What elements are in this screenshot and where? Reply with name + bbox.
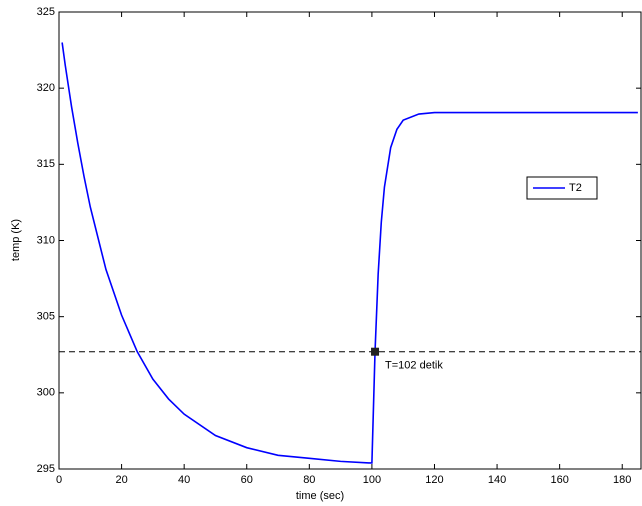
annotation: T=102 detik xyxy=(385,360,443,372)
y-tick-label: 310 xyxy=(37,234,55,246)
x-tick-label: 180 xyxy=(613,474,631,486)
legend-label: T2 xyxy=(569,182,582,194)
series-line xyxy=(61,42,638,464)
y-tick-label: 325 xyxy=(37,6,55,18)
x-tick-label: 140 xyxy=(488,474,506,486)
plot-area xyxy=(58,11,642,470)
y-tick-label: 295 xyxy=(37,463,55,475)
x-axis-label: time (sec) xyxy=(296,490,344,502)
y-tick-label: 320 xyxy=(37,82,55,94)
x-tick-label: 20 xyxy=(115,474,127,486)
x-tick-label: 60 xyxy=(241,474,253,486)
y-tick-label: 305 xyxy=(37,311,55,323)
y-tick-label: 315 xyxy=(37,158,55,170)
y-tick-label: 300 xyxy=(37,387,55,399)
x-tick-label: 40 xyxy=(178,474,190,486)
x-tick-label: 160 xyxy=(550,474,568,486)
x-tick-label: 80 xyxy=(303,474,315,486)
y-axis-label: temp (K) xyxy=(10,219,22,261)
x-tick-label: 0 xyxy=(56,474,62,486)
x-tick-label: 100 xyxy=(363,474,381,486)
marker xyxy=(371,347,380,356)
x-tick-label: 120 xyxy=(425,474,443,486)
